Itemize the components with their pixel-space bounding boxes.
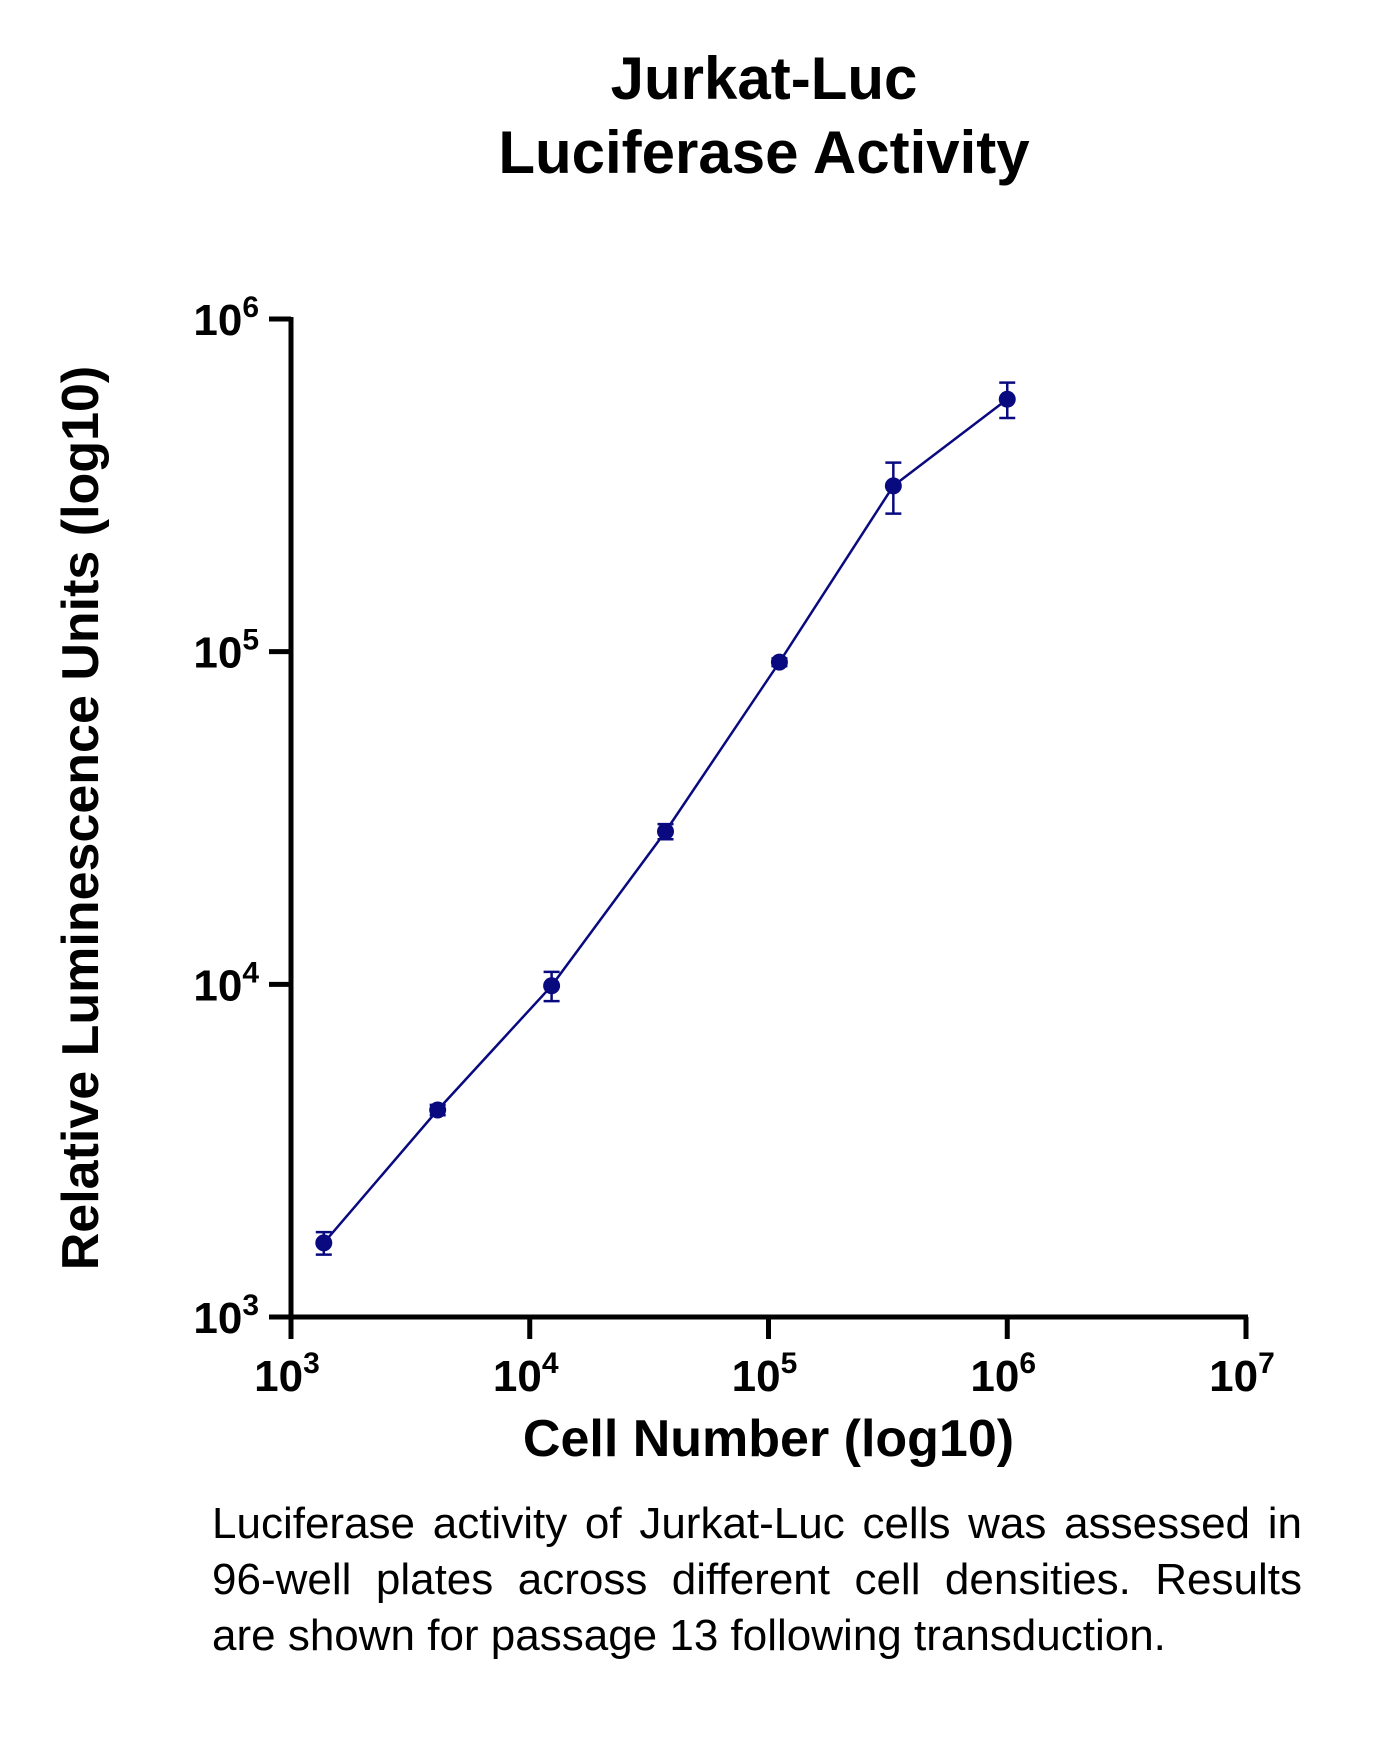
series-line — [322, 398, 1009, 1244]
data-point — [770, 653, 788, 671]
data-point — [657, 823, 675, 841]
y-tick-label: 106 — [193, 291, 259, 345]
y-axis-label: Relative Luminescence Units (log10) — [52, 366, 110, 1271]
data-point — [884, 477, 902, 495]
x-tick-label: 105 — [732, 1347, 798, 1401]
y-tick-label: 104 — [193, 956, 259, 1010]
y-tick-label: 103 — [193, 1289, 259, 1343]
x-tick-label: 106 — [970, 1347, 1036, 1401]
y-tick-label: 105 — [193, 624, 259, 678]
data-point — [543, 977, 561, 995]
x-tick-label: 104 — [493, 1347, 559, 1401]
x-axis-label: Cell Number (log10) — [523, 1410, 1014, 1468]
axes: 103 104 105 106 107 103 104 105 106 Cell Number (… — [52, 291, 1275, 1468]
data-point — [998, 390, 1016, 408]
figure-caption: Luciferase activity of Jurkat-Luc cells … — [212, 1499, 1302, 1660]
chart-title-line-2: Luciferase Activity — [498, 119, 1030, 186]
chart-title-line-1: Jurkat-Luc — [610, 45, 918, 112]
data-point — [429, 1101, 447, 1119]
data-point — [315, 1234, 333, 1252]
series-marks — [315, 381, 1016, 1256]
x-tick-label: 103 — [254, 1347, 320, 1401]
x-tick-label: 107 — [1209, 1347, 1275, 1401]
